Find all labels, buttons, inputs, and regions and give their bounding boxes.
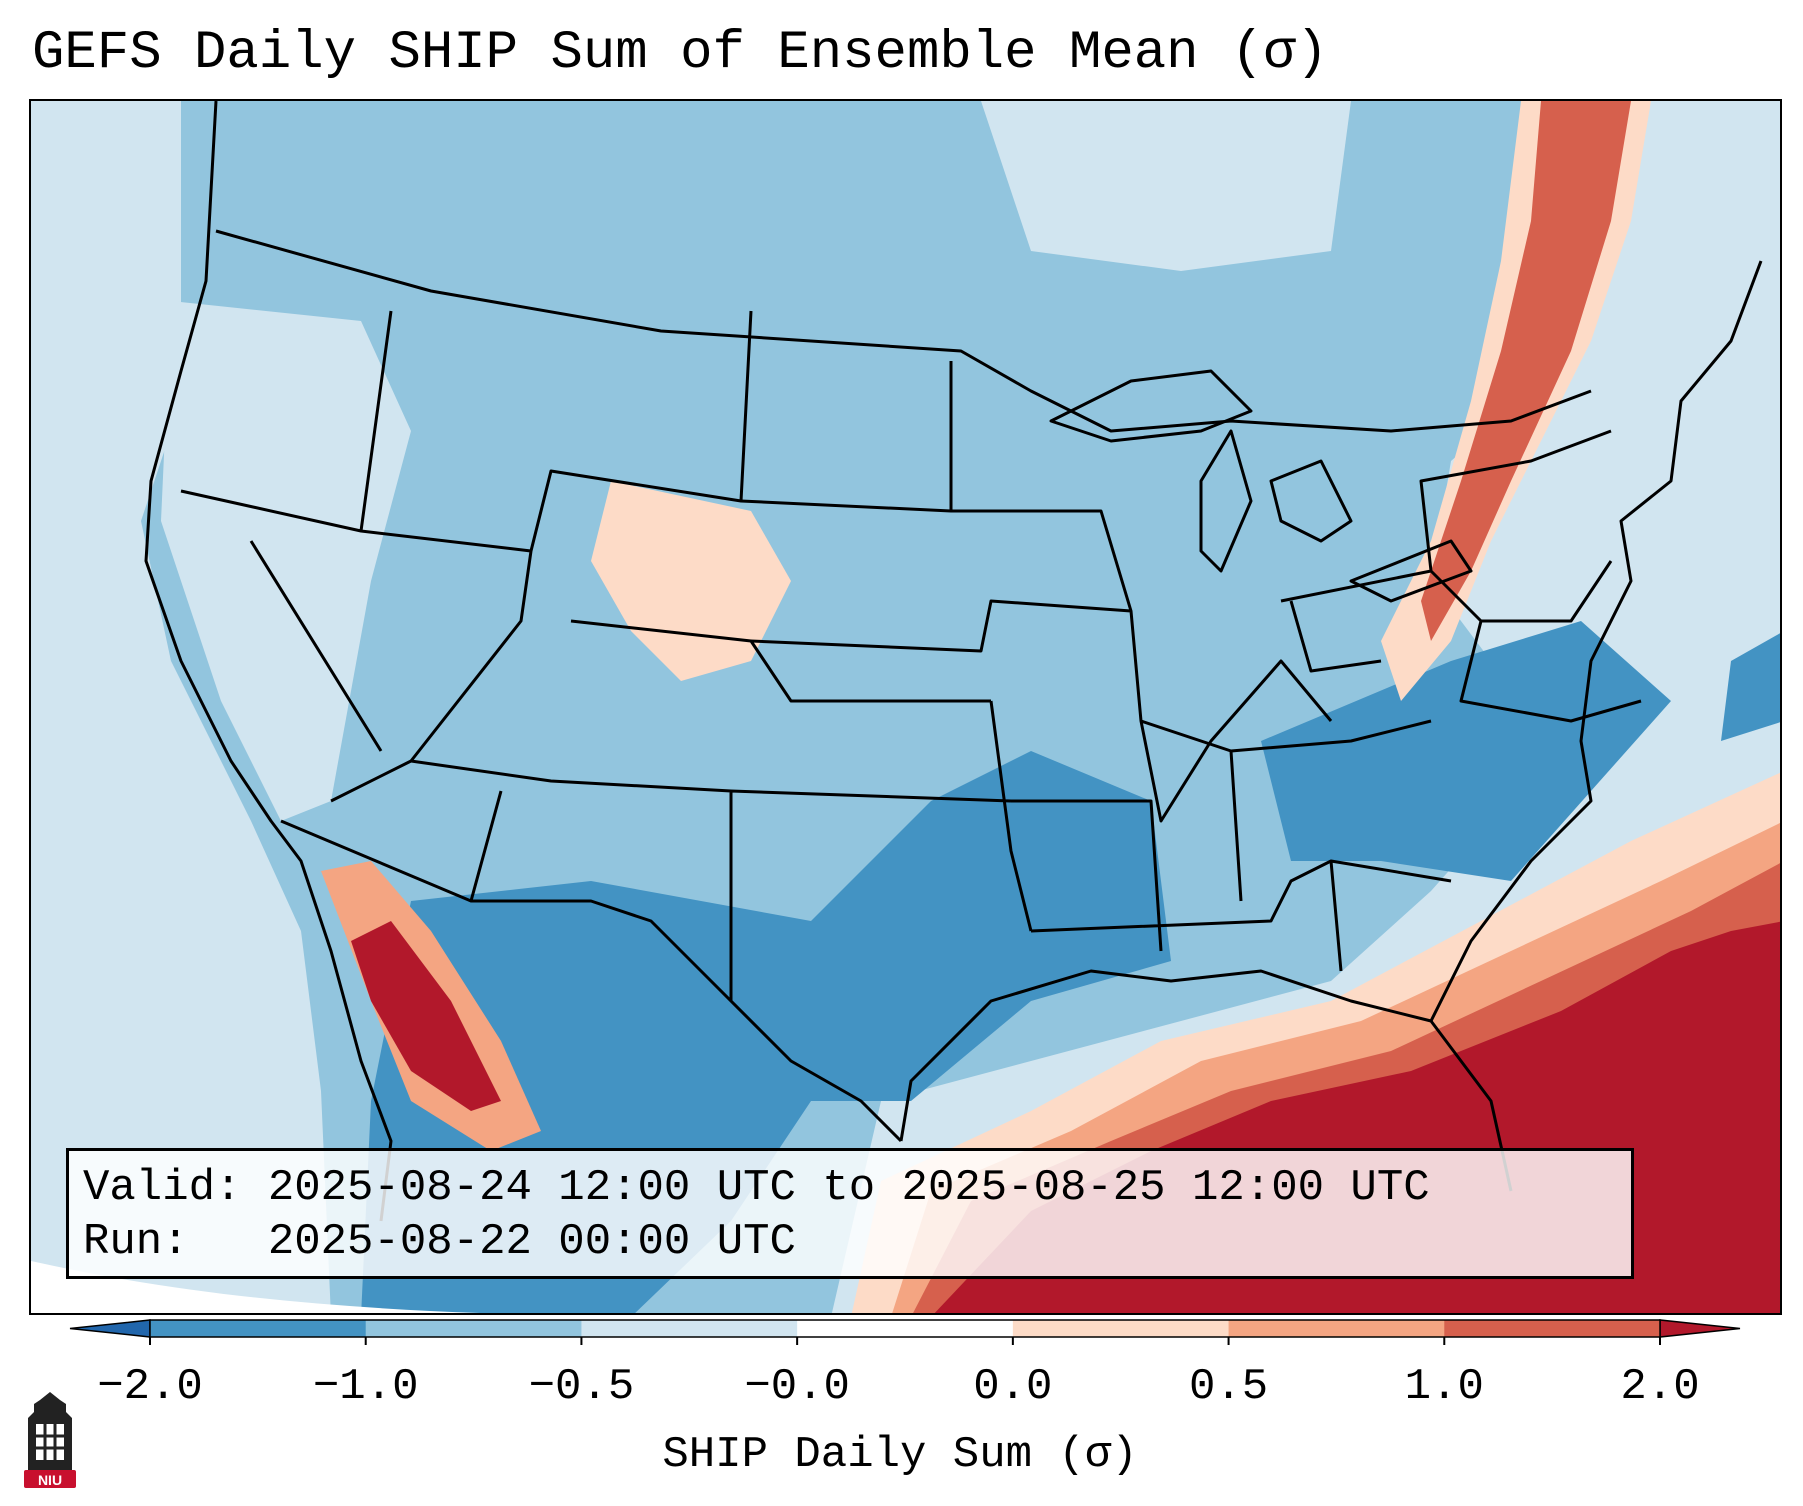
colorbar-tick-label: −1.0 <box>312 1362 419 1412</box>
colorbar-bin <box>797 1320 1014 1337</box>
colorbar-bin <box>365 1320 582 1337</box>
logo-text: NIU <box>38 1472 62 1488</box>
atlantic-coast <box>1429 260 1763 1022</box>
colorbar-bin <box>150 1320 367 1337</box>
colorbar-tick-label: −0.0 <box>744 1362 850 1412</box>
run-label: Run: <box>83 1217 189 1267</box>
colorbar-tick-label: 0.0 <box>973 1362 1053 1412</box>
gulf-coast <box>899 969 1513 1192</box>
field-light-blue-west <box>161 301 411 821</box>
colorbar-title: SHIP Daily Sum (σ) <box>662 1430 1138 1480</box>
map-title: GEFS Daily SHIP Sum of Ensemble Mean (σ) <box>32 23 1329 84</box>
valid-run-info-box: Valid: 2025-08-24 12:00 UTC to 2025-08-2… <box>66 1148 1634 1279</box>
state-lines-central <box>740 361 1452 972</box>
colorbar-tick-label: −2.0 <box>97 1362 203 1412</box>
boundaries <box>144 101 1763 1222</box>
field-white-edge <box>31 1261 480 1313</box>
colorbar-tick-label: 0.5 <box>1188 1362 1269 1412</box>
field-red-northeast <box>1421 101 1631 641</box>
field-pink-colorado <box>591 481 791 681</box>
colorbar-bin <box>581 1320 798 1337</box>
field-darkred-baja <box>351 921 501 1111</box>
colorbar-tick-label: −0.5 <box>528 1362 635 1412</box>
niu-logo: NIU <box>24 1392 76 1488</box>
logo-badge <box>24 1470 76 1488</box>
colorbar-bin <box>1444 1320 1661 1337</box>
colorbar-tick-label: 2.0 <box>1620 1362 1700 1412</box>
coastline-west <box>144 101 393 1222</box>
field-dark-blue-east <box>1721 633 1780 741</box>
map-panel <box>29 99 1782 1315</box>
colorbar-under-extension <box>69 1319 151 1338</box>
colorbar-outline <box>149 1319 1661 1338</box>
valid-time: 2025-08-24 12:00 UTC to 2025-08-25 12:00… <box>267 1163 1430 1213</box>
colorbar-bin <box>1228 1320 1445 1337</box>
run-time: 2025-08-22 00:00 UTC <box>267 1217 796 1267</box>
colorbar <box>69 1319 1741 1345</box>
colorbar-tick-label: 1.0 <box>1404 1362 1484 1412</box>
colorbar-over-extension <box>1659 1319 1741 1338</box>
us-mexico-border <box>280 819 903 1143</box>
state-lines-west <box>180 310 1033 1001</box>
logo-window-bars <box>36 1424 64 1460</box>
logo-window-grid <box>36 1424 64 1460</box>
colorbar-bin <box>1012 1320 1230 1337</box>
state-lines-northeast <box>1280 429 1642 723</box>
valid-label: Valid: <box>83 1163 242 1213</box>
great-lakes <box>1049 369 1473 603</box>
map-canvas <box>31 101 1780 1313</box>
field-dark-blue-se <box>1261 621 1671 881</box>
field-light-blue-north <box>981 101 1351 271</box>
